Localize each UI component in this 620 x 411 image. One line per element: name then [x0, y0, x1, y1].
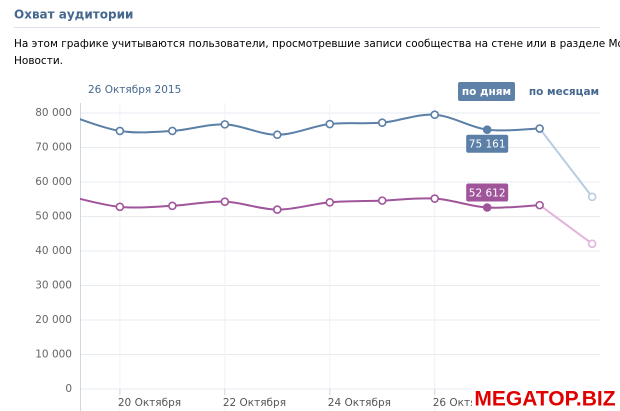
- x-tick-label: 22 Октября: [223, 397, 286, 409]
- point: [115, 202, 125, 212]
- point: [115, 126, 125, 136]
- point: [535, 124, 544, 133]
- point: [430, 194, 440, 203]
- point: [430, 110, 440, 120]
- point: [220, 120, 230, 129]
- point: [272, 130, 282, 140]
- point: [482, 125, 492, 134]
- y-tick-label: 50 000: [35, 211, 72, 223]
- tab-months[interactable]: по месяцам: [529, 86, 599, 98]
- line-partial: [538, 127, 593, 198]
- point: [168, 126, 177, 136]
- y-tick-label: 40 000: [35, 245, 72, 257]
- description: Новости.: [14, 55, 63, 67]
- point: [325, 119, 335, 129]
- point: [325, 198, 335, 207]
- tab-days[interactable]: по дням: [462, 86, 511, 98]
- point: [587, 192, 597, 202]
- tooltip-bg: [466, 134, 509, 153]
- point: [220, 197, 230, 206]
- plot-area: [80, 103, 600, 389]
- date-label: 26 Октября 2015: [88, 84, 181, 96]
- y-tick-label: 80 000: [35, 107, 72, 119]
- x-tick-label: 24 Октября: [328, 397, 391, 409]
- point: [272, 205, 282, 214]
- tooltip-bg: [466, 183, 509, 202]
- line: [80, 113, 540, 136]
- section-title: Охват аудитории: [14, 8, 133, 22]
- y-tick-label: 60 000: [35, 176, 72, 188]
- y-tick-label: 20 000: [35, 314, 72, 326]
- point: [587, 239, 597, 249]
- tooltip-label: 52 612: [469, 187, 506, 199]
- point: [535, 200, 544, 210]
- line: [80, 197, 540, 211]
- y-tick-label: 70 000: [35, 142, 72, 154]
- y-tick-label: 10 000: [35, 349, 72, 361]
- tooltip-label: 75 161: [469, 139, 506, 151]
- description: На этом графике учитываются пользователи…: [14, 38, 620, 50]
- point: [482, 203, 492, 212]
- y-tick-label: 0: [65, 383, 72, 395]
- y-tick-label: 30 000: [35, 280, 72, 292]
- point: [168, 201, 177, 211]
- watermark-bg: [472, 386, 620, 411]
- point: [377, 118, 387, 127]
- x-tick-label: 20 Октября: [118, 397, 181, 409]
- watermark: MEGATOP.BIZ: [474, 388, 615, 411]
- tab-active[interactable]: [458, 82, 515, 101]
- point: [377, 196, 387, 205]
